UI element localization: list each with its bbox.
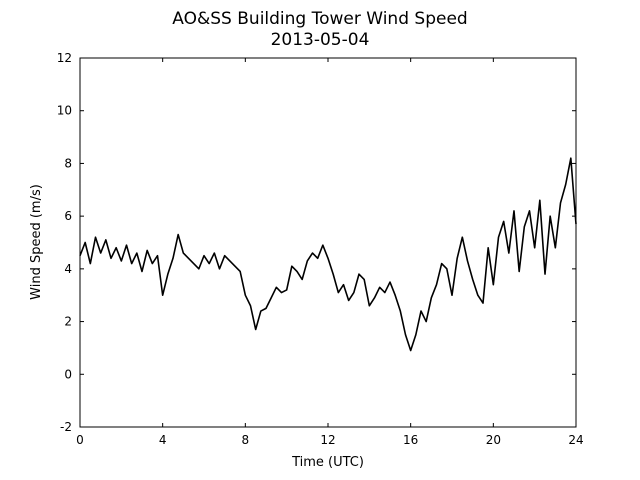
x-tick-label: 4 <box>159 433 167 447</box>
x-tick-label: 0 <box>76 433 84 447</box>
y-tick-label: 10 <box>57 104 72 118</box>
data-line <box>79 157 577 352</box>
x-tick-label: 24 <box>568 433 583 447</box>
x-tick-label: 12 <box>320 433 335 447</box>
y-tick-label: 8 <box>64 156 72 170</box>
y-axis-label: Wind Speed (m/s) <box>29 184 44 300</box>
y-tick-label: 0 <box>64 367 72 381</box>
x-tick-label: 8 <box>242 433 250 447</box>
y-tick-label: 2 <box>64 315 72 329</box>
chart-subtitle: 2013-05-04 <box>271 30 370 50</box>
y-tick-label: 12 <box>57 51 72 65</box>
x-tick-label: 20 <box>486 433 501 447</box>
y-tick-label: -2 <box>60 420 72 434</box>
plot-frame <box>79 57 577 428</box>
x-axis-label: Time (UTC) <box>291 455 364 470</box>
y-tick-label: 6 <box>64 209 72 223</box>
x-tick-label: 16 <box>403 433 418 447</box>
y-tick-label: 4 <box>64 262 72 276</box>
chart-title: AO&SS Building Tower Wind Speed <box>172 9 467 29</box>
